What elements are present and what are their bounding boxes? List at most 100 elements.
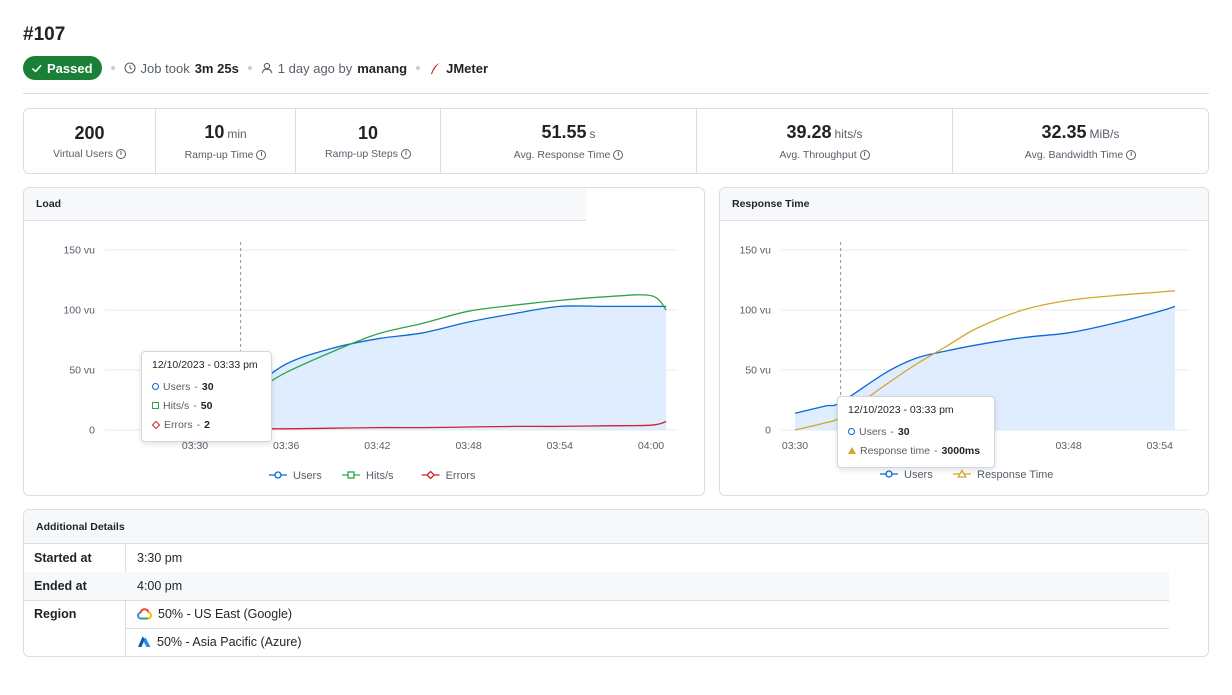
tooltip-title: 12/10/2023 - 03:33 pm [152,359,258,371]
legend-label: Response Time [977,469,1053,481]
job-duration-value: 3m 25s [194,60,239,76]
feather-icon [431,62,440,74]
tooltip-row-users: Users - 30 [848,422,984,441]
stat-value: 10 [357,123,379,143]
info-icon[interactable]: i [400,149,411,159]
row-started-at: Started at 3:30 pm [24,544,1208,572]
tool: JMeter [429,61,488,76]
stat-avg-throughput: 39.28 hits/s Avg. Throughput i [697,109,953,173]
stat-value: 10 [204,122,225,142]
separator-dot [416,66,421,70]
row-region: Region 50% - US East (Google) [24,600,1169,628]
tooltip-label: Errors [164,418,193,431]
stats-bar: 200 Virtual Users i 10 min Ramp-up Time i 1… [23,108,1209,174]
tooltip-value: 30 [201,380,214,393]
stat-label: Ramp-up Time [184,149,254,161]
info-icon[interactable]: i [256,150,267,160]
legend-circle-marker [274,471,282,479]
square-marker-icon [152,402,159,409]
info-icon[interactable]: i [1126,150,1137,160]
y-tick-label: 100 vu [63,305,95,317]
tool-name: JMeter [446,60,489,76]
user-link[interactable]: manang [357,60,408,76]
stat-virtual-users: 200 Virtual Users i [24,109,156,173]
stat-avg-bandwidth: 32.35 MiB/s Avg. Bandwidth Time i [953,109,1208,173]
stat-label: Avg. Throughput [779,149,857,161]
tooltip-label: Hits/s [163,399,190,412]
stat-label: Ramp-up Steps [325,148,398,160]
tooltip-value: 2 [204,418,210,431]
tooltip-value: 3000ms [941,444,981,457]
x-tick-label: 03:30 [782,440,808,452]
y-tick-label: 50 vu [69,365,95,377]
tooltip-row-response-time: Response time - 3000ms [848,441,984,460]
tooltip-value: 30 [897,425,910,438]
y-tick-label: 150 vu [63,245,95,257]
legend-label: Users [293,470,322,482]
info-icon[interactable]: i [613,150,624,160]
series-area-users [179,305,667,430]
when-label: 1 day ago by [277,60,353,76]
details-title: Additional Details [24,510,1208,544]
x-tick-label: 03:48 [455,440,481,452]
load-panel-title: Load [24,188,586,221]
stat-unit: min [227,127,247,141]
stat-label: Virtual Users [53,148,113,160]
stat-value: 200 [74,123,105,143]
stat-value: 39.28 [786,122,832,142]
circle-marker-icon [848,428,855,435]
row-divider [125,656,1169,657]
job-took-label: Job took [140,60,190,76]
job-duration: Job took 3m 25s [123,60,239,76]
y-tick-label: 0 [89,425,95,437]
tooltip-row-errors: Errors - 2 [151,415,261,434]
region-item: 50% - US East (Google) [137,607,292,621]
x-tick-label: 03:36 [273,440,299,452]
x-tick-label: 03:48 [1055,440,1081,452]
stat-label: Avg. Response Time [513,149,611,161]
legend-circle-marker [885,470,893,478]
tooltip-label: Users [859,425,887,438]
response-panel: Response Time 0 50 vu 100 vu 150 vu 03:30 03:… [719,187,1209,496]
clock-icon [123,62,136,74]
started-at-value: 3:30 pm [137,551,183,565]
series-line-errors [179,420,667,431]
started-at-label: Started at [34,551,92,565]
stat-label: Avg. Bandwidth Time [1024,149,1124,161]
load-tooltip: 12/10/2023 - 03:33 pm Users - 30 Hits/s … [141,351,272,442]
tooltip-label: Response time [860,444,931,457]
status-badge: Passed [23,56,102,80]
circle-marker-icon [152,383,159,390]
triangle-marker-icon [848,447,856,454]
info-icon[interactable]: i [115,149,126,159]
azure-icon [138,636,151,647]
y-tick-label: 0 [765,425,771,437]
stat-ramp-up-time: 10 min Ramp-up Time i [156,109,296,173]
tooltip-row-hits: Hits/s - 50 [152,396,261,415]
load-chart[interactable]: 0 50 vu 100 vu 150 vu 03:30 03:36 03:42 03:48 03… [24,188,705,496]
legend-square-marker [347,471,355,479]
info-icon[interactable]: i [859,150,870,160]
user-icon [261,62,273,74]
x-tick-label: 03:42 [364,440,390,452]
response-tooltip: 12/10/2023 - 03:33 pm Users - 30 Respons… [837,396,995,468]
legend-label: Users [904,469,933,481]
x-tick-label: 04:00 [638,440,664,452]
separator-dot [247,66,252,70]
row-region-2: 50% - Asia Pacific (Azure) [24,628,1169,656]
row-divider [24,600,1169,601]
ended-at-value: 4:00 pm [137,579,183,593]
stat-ramp-up-steps: 10 Ramp-up Steps i [296,109,441,173]
series-line-users [179,305,667,414]
stat-value: 51.55 [541,122,587,142]
legend-triangle-marker [957,469,967,478]
tooltip-value: 50 [200,399,213,412]
legend-diamond-marker [426,470,436,480]
row-divider [125,628,1169,629]
stat-value: 32.35 [1041,122,1087,142]
tooltip-title: 12/10/2023 - 03:33 pm [848,404,954,416]
check-icon [32,64,42,72]
response-panel-title: Response Time [720,188,1208,221]
stat-unit: hits/s [834,127,863,141]
separator-dot [110,66,115,70]
